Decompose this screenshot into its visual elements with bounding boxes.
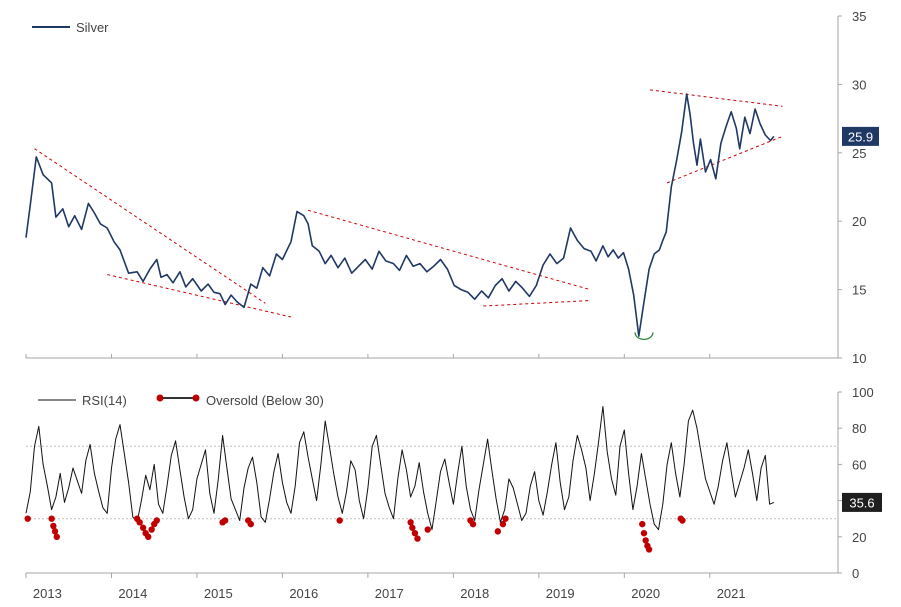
price-y-tick-label: 35 [852,9,866,24]
rsi-line [25,406,775,531]
x-tick-label: 2021 [717,586,746,601]
oversold-marker [639,520,646,528]
rsi-last-value-callout: 35.6 [842,492,882,512]
oversold-marker [409,524,416,531]
bottom-arc [634,332,654,341]
oversold-legend-label: Oversold (Below 30) [206,393,324,408]
oversold-marker [407,519,414,526]
price-trendlines [34,89,783,341]
oversold-marker [136,519,143,526]
x-tick-label: 2015 [204,586,233,601]
x-tick-label: 2016 [289,586,318,601]
oversold-marker [145,533,152,540]
price-y-ticks: 35 30 25 20 15 10 [838,9,866,366]
oversold-marker [153,517,160,524]
oversold-markers [24,515,686,553]
x-tick-label: 2017 [375,586,404,601]
price-y-tick-label: 10 [852,351,866,366]
rsi-y-tick-label: 20 [852,530,866,545]
rsi-panel: 100806040200 RSI(14) Oversold (Below 30)… [24,385,882,581]
oversold-marker [469,520,477,528]
oversold-marker [24,515,31,522]
x-tick-label: 2020 [631,586,660,601]
x-tick-label: 2013 [33,586,62,601]
oversold-legend-dot-right [192,394,200,402]
x-tick-label: 2019 [546,586,575,601]
price-callout-text: 25.9 [848,129,873,144]
rsi-y-tick-label: 80 [852,421,866,436]
oversold-marker [221,517,229,524]
oversold-marker [679,517,686,524]
rsi-callout-box [842,492,882,512]
x-axis-ticks: 2013 2014 2015 2016 2017 2018 2019 2020 2021 [25,354,746,601]
rsi-y-tick-label: 100 [852,385,874,400]
rsi-legend: RSI(14) Oversold (Below 30) [38,393,324,408]
oversold-marker [53,533,60,540]
oversold-marker [645,546,653,553]
oversold-marker [247,520,254,528]
silver-price-line [25,93,775,337]
oversold-marker [48,515,55,522]
oversold-marker [640,529,648,537]
rsi-y-ticks: 100806040200 [838,385,874,581]
oversold-marker [499,520,507,528]
oversold-marker [148,526,155,533]
oversold-marker [494,528,502,535]
trendline-6 [666,135,783,184]
trendline-1 [34,148,266,304]
rsi-y-tick-label: 60 [852,457,866,472]
rsi-callout-text: 35.6 [849,495,874,510]
price-legend: Silver [32,20,109,35]
oversold-marker [51,528,59,535]
trendline-5 [649,89,783,107]
price-callout-box [842,126,879,146]
oversold-marker [642,537,649,544]
oversold-marker [424,526,431,533]
rsi-reference-lines [26,445,838,520]
oversold-marker [336,517,343,524]
price-y-tick-label: 25 [852,146,866,161]
trendline-4 [483,300,591,307]
oversold-marker [502,515,509,522]
oversold-legend-dot-left [156,394,164,402]
price-last-value-callout: 25.9 [842,126,879,146]
rsi-legend-label: RSI(14) [82,393,127,408]
price-y-tick-label: 15 [852,283,866,298]
oversold-marker [411,529,419,537]
oversold-marker [139,524,147,531]
x-tick-label: 2018 [460,586,489,601]
oversold-marker [414,535,421,542]
trendline-2 [107,274,292,318]
price-y-tick-label: 20 [852,214,866,229]
trendline-3 [307,209,591,291]
price-panel: 35 30 25 20 15 10 Silver 25.9 [25,9,879,366]
x-tick-label: 2014 [118,586,147,601]
oversold-marker [50,522,57,530]
rsi-y-tick-label: 0 [852,566,859,581]
price-y-tick-label: 30 [852,77,866,92]
silver-legend-label: Silver [76,20,109,35]
